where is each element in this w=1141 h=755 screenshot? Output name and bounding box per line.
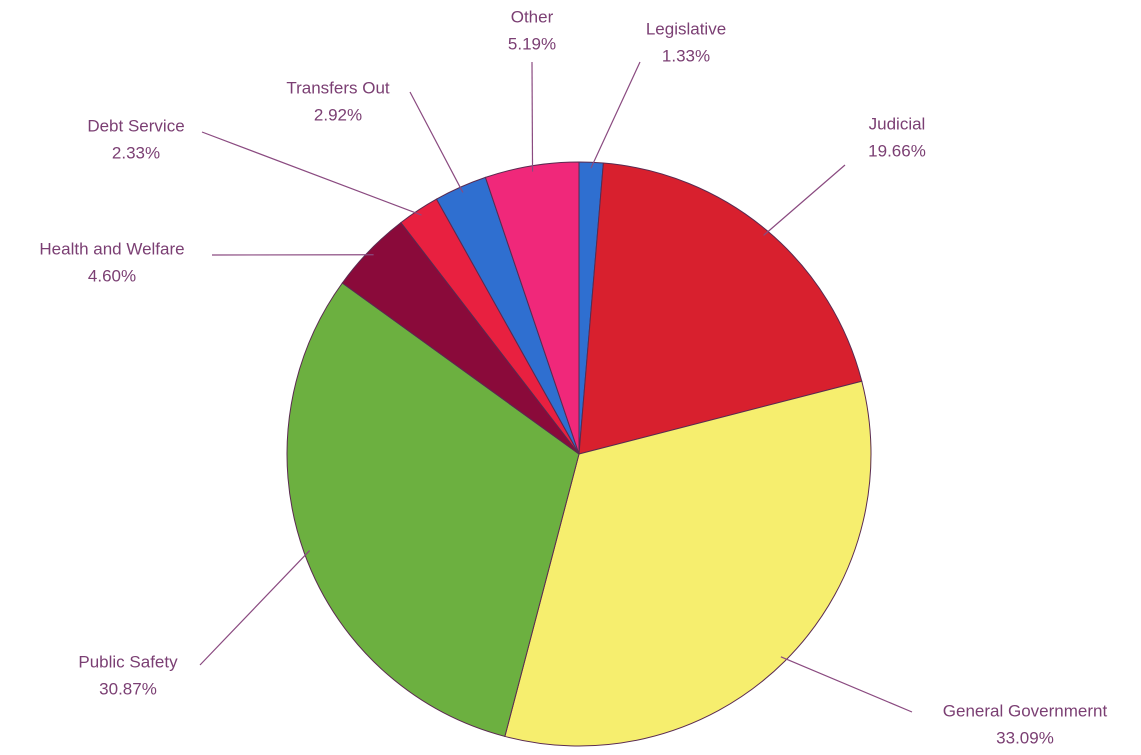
pie-slice [578, 162, 863, 455]
slice-value-label: 19.66% [868, 141, 926, 160]
slice-label: General Governmernt [943, 701, 1108, 720]
slice-value-label: 30.87% [99, 679, 157, 698]
slice-label: Debt Service [87, 116, 184, 135]
slice-value-label: 2.92% [314, 105, 362, 124]
slice-value-label: 33.09% [996, 728, 1054, 747]
slice-value-label: 4.60% [88, 266, 136, 285]
slice-value-label: 2.33% [112, 143, 160, 162]
slice-label: Legislative [646, 19, 726, 38]
leader-line [409, 91, 464, 193]
leader-line [199, 550, 311, 666]
pie-slice [286, 282, 580, 738]
leader-line [531, 61, 534, 172]
slice-label: Public Safety [78, 652, 178, 671]
slice-label: Judicial [869, 114, 926, 133]
slice-label: Health and Welfare [39, 239, 184, 258]
leader-line [590, 61, 641, 169]
slice-label: Other [511, 7, 554, 26]
slice-value-label: 1.33% [662, 46, 710, 65]
leader-line [763, 164, 846, 236]
leader-line [780, 656, 913, 713]
leader-line [201, 131, 422, 216]
slice-value-label: 5.19% [508, 34, 556, 53]
slice-label: Transfers Out [286, 78, 390, 97]
pie-slice [504, 380, 872, 747]
pie-slice [484, 161, 580, 455]
